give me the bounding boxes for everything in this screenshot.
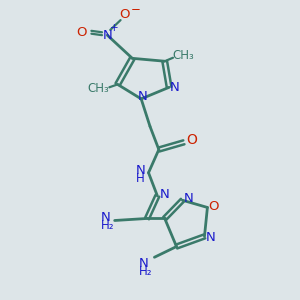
- Text: H₂: H₂: [139, 265, 152, 278]
- Text: O: O: [208, 200, 219, 212]
- Text: N: N: [139, 256, 149, 270]
- Text: +: +: [110, 23, 118, 33]
- Text: N: N: [206, 231, 216, 244]
- Text: N: N: [138, 90, 148, 103]
- Text: N: N: [183, 192, 193, 205]
- Text: O: O: [120, 8, 130, 21]
- Text: N: N: [102, 29, 112, 42]
- Text: H₂: H₂: [100, 219, 114, 232]
- Text: CH₃: CH₃: [172, 49, 194, 62]
- Text: N: N: [169, 81, 179, 94]
- Text: N: N: [160, 188, 169, 201]
- Text: N: N: [135, 164, 145, 177]
- Text: O: O: [187, 133, 197, 147]
- Text: −: −: [130, 3, 140, 16]
- Text: H: H: [136, 172, 145, 185]
- Text: N: N: [101, 211, 111, 224]
- Text: CH₃: CH₃: [88, 82, 109, 95]
- Text: O: O: [76, 26, 87, 39]
